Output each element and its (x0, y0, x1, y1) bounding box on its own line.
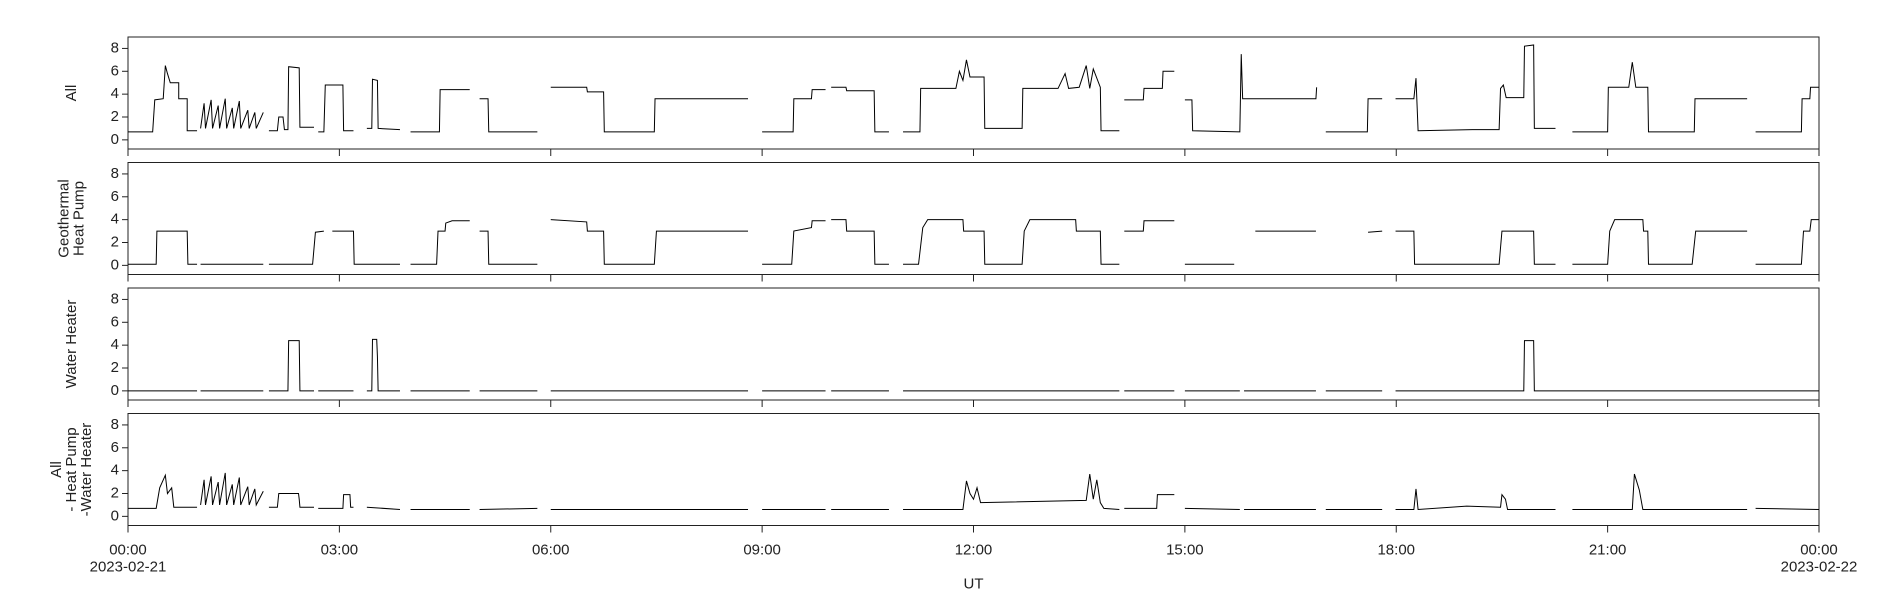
y-tick-label: 2 (111, 359, 119, 376)
panel-frame (127, 36, 1820, 150)
x-tick-label: 15:00 (1166, 541, 1204, 558)
x-axis-label: UT (964, 575, 984, 592)
y-tick-label: 0 (111, 256, 119, 273)
data-line (128, 338, 1819, 392)
y-tick-label: 0 (111, 382, 119, 399)
data-line (128, 44, 1819, 133)
y-axis-label: -Water Heater (78, 423, 95, 517)
data-line (128, 219, 1819, 265)
y-axis-label: All (48, 461, 65, 478)
x-tick-label: 18:00 (1377, 541, 1415, 558)
y-tick-label: 2 (111, 108, 119, 125)
x-date-label: 2023-02-22 (1781, 558, 1858, 575)
y-tick-label: 8 (111, 39, 119, 56)
panel-frame (127, 162, 1820, 275)
y-tick-label: 8 (111, 290, 119, 307)
y-tick-label: 6 (111, 188, 119, 205)
y-axis-label: Geothermal (55, 179, 72, 257)
x-date-label: 2023-02-21 (90, 558, 167, 575)
y-tick-label: 2 (111, 484, 119, 501)
x-tick-label: 03:00 (321, 541, 359, 558)
x-tick-label: 09:00 (743, 541, 781, 558)
x-tick-label: 06:00 (532, 541, 570, 558)
panel-frame (127, 287, 1820, 401)
y-tick-label: 4 (111, 211, 119, 228)
x-tick-label: 00:00 (109, 541, 147, 558)
x-tick-label: 21:00 (1589, 541, 1627, 558)
y-tick-label: 4 (111, 462, 119, 479)
y-axis-label: - Heat Pump (63, 427, 80, 511)
x-tick-label: 00:00 (1800, 541, 1838, 558)
y-axis-label: All (63, 85, 80, 102)
y-tick-label: 6 (111, 439, 119, 456)
y-axis-label: Water Heater (63, 300, 80, 389)
y-tick-label: 6 (111, 62, 119, 79)
y-axis-label: Heat Pump (70, 181, 87, 256)
y-tick-label: 0 (111, 507, 119, 524)
y-tick-label: 8 (111, 416, 119, 433)
data-line (128, 472, 1820, 511)
y-tick-label: 6 (111, 313, 119, 330)
y-tick-label: 4 (111, 85, 119, 102)
y-tick-label: 4 (111, 336, 119, 353)
x-tick-label: 12:00 (955, 541, 993, 558)
y-tick-label: 0 (111, 131, 119, 148)
y-tick-label: 8 (111, 165, 119, 182)
y-tick-label: 2 (111, 233, 119, 250)
